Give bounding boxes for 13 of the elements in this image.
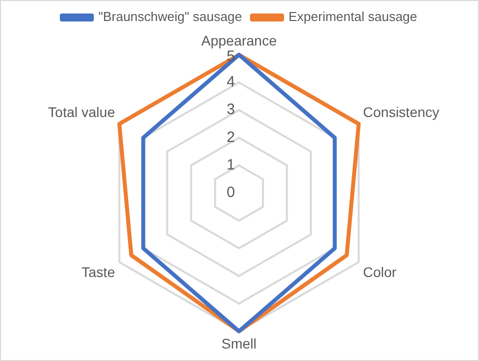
legend-label: "Braunschweig" sausage — [98, 9, 242, 24]
y-tick-label: 0 — [226, 184, 235, 202]
legend-label: Experimental sausage — [288, 9, 418, 24]
spoke-label: Appearance — [201, 32, 277, 48]
spoke-label: Total value — [48, 104, 116, 120]
y-tick-label: 4 — [226, 74, 235, 91]
y-tick-label: 3 — [226, 101, 235, 118]
spoke-label: Smell — [221, 335, 257, 352]
spoke-label: Taste — [82, 264, 116, 280]
spoke-label: Color — [363, 264, 397, 280]
y-tick-label: 2 — [226, 128, 235, 146]
spoke-label: Consistency — [363, 104, 440, 120]
y-tick-label: 1 — [226, 156, 235, 174]
